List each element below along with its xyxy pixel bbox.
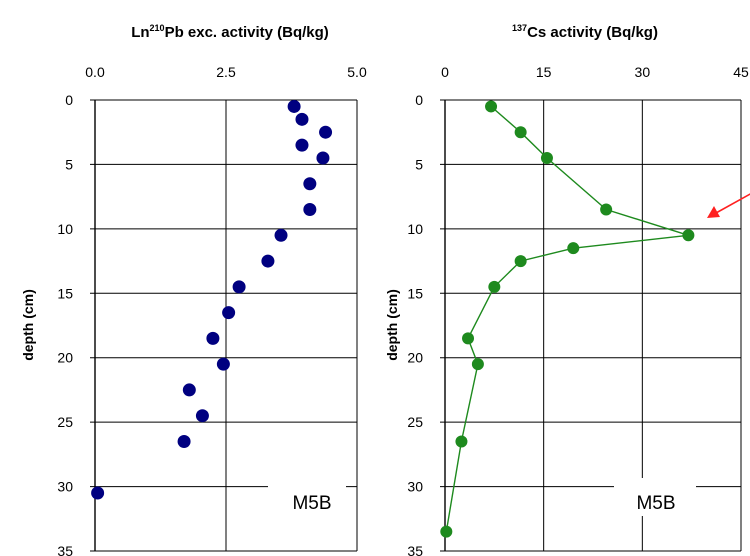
cs137-y-tick-label: 20 [407,350,423,366]
pb210-data-point [319,125,333,139]
cs137-panel: 137Cs activity (Bq/kg) depth (cm) 0 15 30 4… [384,23,750,556]
cs137-y-tick-label: 25 [407,414,423,430]
cs137-y-tick-label: 10 [407,221,423,237]
pb210-y-tick-label: 20 [57,350,73,366]
cs137-data-series [440,100,695,538]
pb210-data-point [316,151,330,165]
cs137-data-point [471,358,484,371]
pb210-data-point [206,331,220,345]
pb210-data-point [274,228,288,242]
pb210-data-point [295,112,309,126]
cs137-data-point [488,280,501,293]
pb210-y-tick-label: 0 [65,92,73,108]
pb210-data-point [261,254,275,268]
cs137-data-point [682,229,695,242]
cs137-panel-label-background [614,478,696,516]
cs137-series-line [445,105,689,532]
cs137-data-point [514,126,527,139]
pb210-panel-label: M5B [292,493,331,514]
pb210-data-point [216,357,230,371]
pb210-x-tick-label: 5.0 [347,64,367,80]
pb210-y-tick-label: 10 [57,221,73,237]
pb210-data-point [232,280,246,294]
cs137-x-tick-label: 15 [536,64,552,80]
peak-annotation-arrow-head [707,206,720,218]
pb210-data-point [195,409,209,423]
pb210-panel-label-background [268,478,346,516]
cs137-data-point [455,435,468,448]
cs137-y-tick-label: 15 [407,285,423,301]
pb210-y-tick-labels: 0 5 10 15 20 25 30 35 [57,92,73,556]
pb210-data-point [177,434,191,448]
peak-annotation-arrow [707,193,750,218]
cs137-gridlines [440,99,742,552]
pb210-y-tick-label: 25 [57,414,73,430]
pb210-data-points [91,99,333,500]
peak-annotation-arrow-line [715,193,750,214]
cs137-y-tick-label: 30 [407,479,423,495]
cs137-data-point [440,525,453,538]
cs137-data-point [567,242,580,255]
pb210-y-tick-label: 15 [57,285,73,301]
cs137-y-tick-label: 35 [407,543,423,556]
cs137-x-tick-label: 0 [441,64,449,80]
pb210-data-point [182,383,196,397]
cs137-x-tick-label: 30 [635,64,651,80]
cs137-data-point [485,100,498,113]
pb210-x-tick-labels: 0.0 2.5 5.0 [85,64,367,80]
cs137-chart-title: 137Cs activity (Bq/kg) [512,23,658,41]
pb210-panel: Ln210Pb exc. activity (Bq/kg) depth (cm)… [20,23,367,556]
cs137-panel-label: M5B [636,493,675,514]
pb210-data-point [303,177,317,191]
pb210-chart-title: Ln210Pb exc. activity (Bq/kg) [131,23,329,41]
cs137-y-tick-label: 0 [415,92,423,108]
cs137-x-tick-labels: 0 15 30 45 [441,64,749,80]
pb210-y-axis-label: depth (cm) [20,289,36,361]
cs137-data-point [540,151,553,164]
cs137-data-point [514,255,527,268]
pb210-data-point [222,306,236,320]
pb210-y-tick-label: 35 [57,543,73,556]
pb210-x-tick-label: 0.0 [85,64,105,80]
cs137-data-point [462,332,475,345]
pb210-y-tick-label: 30 [57,479,73,495]
pb210-data-point [91,486,105,500]
pb210-x-tick-label: 2.5 [216,64,236,80]
cs137-y-axis-label: depth (cm) [384,289,400,361]
pb210-data-point [295,138,309,152]
pb210-y-tick-label: 5 [65,156,73,172]
cs137-data-point [600,203,613,216]
pb210-data-point [287,99,301,113]
cs137-y-tick-label: 5 [415,156,423,172]
cs137-y-tick-labels: 0 5 10 15 20 25 30 35 [407,92,423,556]
pb210-data-point [303,203,317,217]
cs137-x-tick-label: 45 [733,64,749,80]
